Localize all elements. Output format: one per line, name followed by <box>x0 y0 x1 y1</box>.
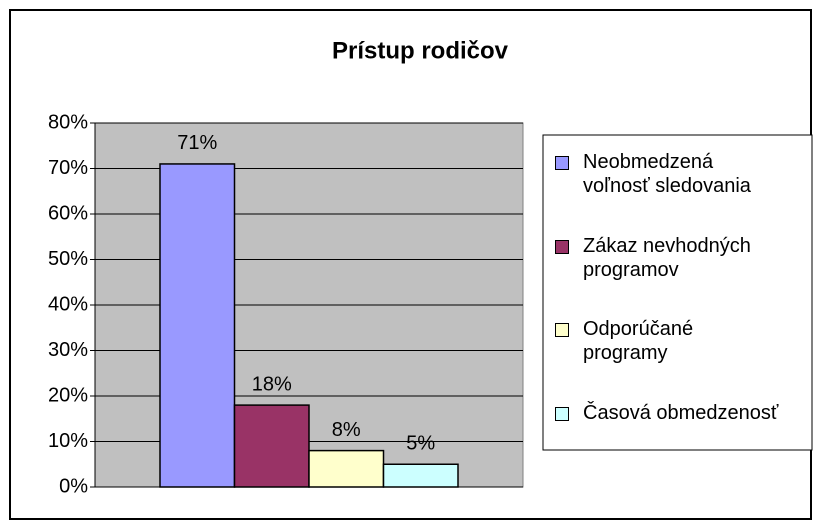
legend-swatch <box>555 406 569 421</box>
legend-label: Neobmedzená voľnosť sledovania <box>583 151 751 197</box>
bar <box>308 449 385 488</box>
legend-swatch <box>555 239 569 254</box>
legend-label: Zákaz nevhodných programov <box>583 234 751 281</box>
bar <box>233 404 310 488</box>
y-tick-label: 0% <box>59 475 88 497</box>
data-label: 71% <box>177 132 217 154</box>
y-tick-label: 80% <box>48 111 88 133</box>
y-tick-label: 20% <box>48 384 88 406</box>
chart-title: Prístup rodičov <box>332 37 509 64</box>
legend-swatch <box>555 156 569 170</box>
data-label: 8% <box>332 419 361 441</box>
bar <box>159 163 236 488</box>
y-tick-label: 40% <box>48 293 88 315</box>
y-tick-label: 70% <box>48 157 88 179</box>
legend-label: Odporúčané programy <box>583 318 694 364</box>
legend-label: Časová obmedzenosť <box>583 401 779 424</box>
bar <box>382 463 459 488</box>
y-tick-label: 10% <box>48 430 88 452</box>
y-tick-label: 50% <box>48 248 88 270</box>
data-label: 5% <box>406 433 435 455</box>
data-label: 18% <box>252 373 292 395</box>
legend-swatch <box>555 323 569 337</box>
legend-box <box>542 134 813 451</box>
y-tick-label: 60% <box>48 202 88 224</box>
y-tick-label: 30% <box>48 339 88 361</box>
